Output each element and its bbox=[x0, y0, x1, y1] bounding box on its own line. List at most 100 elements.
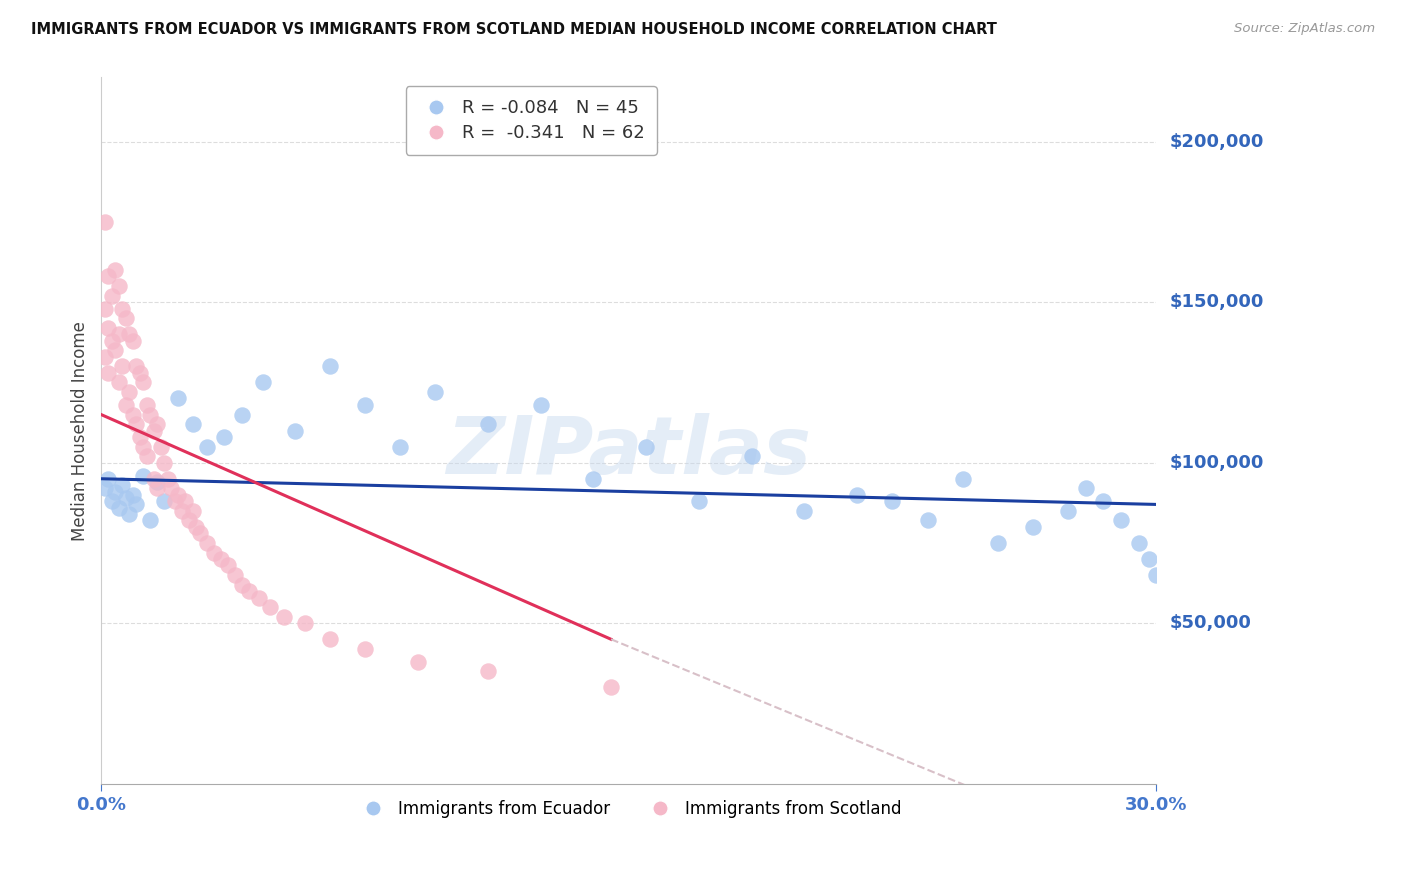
Text: $100,000: $100,000 bbox=[1170, 454, 1264, 472]
Point bbox=[156, 472, 179, 486]
Point bbox=[846, 488, 869, 502]
Legend: Immigrants from Ecuador, Immigrants from Scotland: Immigrants from Ecuador, Immigrants from… bbox=[349, 794, 908, 825]
Point bbox=[882, 494, 904, 508]
Point bbox=[163, 494, 186, 508]
Text: $200,000: $200,000 bbox=[1170, 133, 1264, 151]
Point bbox=[111, 478, 134, 492]
Text: IMMIGRANTS FROM ECUADOR VS IMMIGRANTS FROM SCOTLAND MEDIAN HOUSEHOLD INCOME CORR: IMMIGRANTS FROM ECUADOR VS IMMIGRANTS FR… bbox=[31, 22, 997, 37]
Point bbox=[224, 568, 246, 582]
Point bbox=[170, 504, 193, 518]
Point bbox=[318, 359, 340, 374]
Point bbox=[273, 609, 295, 624]
Point bbox=[125, 417, 148, 432]
Point bbox=[318, 632, 340, 647]
Point bbox=[107, 279, 129, 293]
Point bbox=[146, 475, 169, 489]
Point bbox=[217, 558, 239, 573]
Point bbox=[107, 500, 129, 515]
Point bbox=[146, 417, 169, 432]
Point bbox=[125, 359, 148, 374]
Point bbox=[406, 655, 429, 669]
Point bbox=[582, 472, 605, 486]
Point bbox=[135, 450, 157, 464]
Point bbox=[146, 482, 169, 496]
Point bbox=[294, 616, 316, 631]
Point bbox=[1109, 513, 1132, 527]
Point bbox=[530, 398, 553, 412]
Point bbox=[195, 536, 218, 550]
Point bbox=[107, 376, 129, 390]
Point bbox=[142, 424, 165, 438]
Point bbox=[104, 263, 127, 277]
Point bbox=[1144, 568, 1167, 582]
Point bbox=[231, 577, 253, 591]
Point bbox=[353, 641, 375, 656]
Point bbox=[389, 440, 412, 454]
Point bbox=[202, 545, 225, 559]
Text: Source: ZipAtlas.com: Source: ZipAtlas.com bbox=[1234, 22, 1375, 36]
Point bbox=[153, 456, 176, 470]
Point bbox=[160, 482, 183, 496]
Point bbox=[128, 430, 150, 444]
Point bbox=[1137, 552, 1160, 566]
Point bbox=[114, 311, 136, 326]
Point bbox=[283, 424, 305, 438]
Point bbox=[104, 484, 127, 499]
Point bbox=[212, 430, 235, 444]
Point bbox=[688, 494, 710, 508]
Point bbox=[132, 376, 155, 390]
Point bbox=[118, 385, 141, 400]
Point bbox=[636, 440, 658, 454]
Point bbox=[121, 334, 143, 348]
Point bbox=[1022, 520, 1045, 534]
Point bbox=[149, 440, 172, 454]
Point bbox=[111, 301, 134, 316]
Point bbox=[184, 520, 207, 534]
Point bbox=[118, 327, 141, 342]
Point bbox=[128, 366, 150, 380]
Point bbox=[132, 440, 155, 454]
Point bbox=[121, 488, 143, 502]
Point bbox=[188, 526, 211, 541]
Point bbox=[987, 536, 1010, 550]
Point bbox=[1057, 504, 1080, 518]
Y-axis label: Median Household Income: Median Household Income bbox=[72, 320, 89, 541]
Point bbox=[118, 507, 141, 521]
Point bbox=[917, 513, 939, 527]
Point bbox=[231, 408, 253, 422]
Text: $50,000: $50,000 bbox=[1170, 615, 1251, 632]
Point bbox=[93, 350, 115, 364]
Point bbox=[153, 494, 176, 508]
Point bbox=[1074, 482, 1097, 496]
Point bbox=[174, 494, 197, 508]
Point bbox=[97, 269, 120, 284]
Point bbox=[114, 491, 136, 505]
Point bbox=[209, 552, 232, 566]
Point bbox=[142, 472, 165, 486]
Point bbox=[100, 494, 122, 508]
Point bbox=[247, 591, 270, 605]
Point bbox=[477, 417, 499, 432]
Point bbox=[167, 488, 190, 502]
Point bbox=[477, 665, 499, 679]
Point bbox=[114, 398, 136, 412]
Point bbox=[741, 450, 763, 464]
Point bbox=[132, 468, 155, 483]
Point bbox=[107, 327, 129, 342]
Point bbox=[952, 472, 974, 486]
Point bbox=[181, 504, 204, 518]
Point bbox=[100, 334, 122, 348]
Point bbox=[111, 359, 134, 374]
Point bbox=[93, 215, 115, 229]
Point bbox=[139, 513, 162, 527]
Point bbox=[97, 321, 120, 335]
Point bbox=[97, 366, 120, 380]
Point bbox=[353, 398, 375, 412]
Text: $150,000: $150,000 bbox=[1170, 293, 1264, 311]
Point bbox=[1092, 494, 1115, 508]
Point bbox=[100, 289, 122, 303]
Point bbox=[135, 398, 157, 412]
Point bbox=[793, 504, 815, 518]
Point bbox=[600, 681, 623, 695]
Point bbox=[238, 584, 260, 599]
